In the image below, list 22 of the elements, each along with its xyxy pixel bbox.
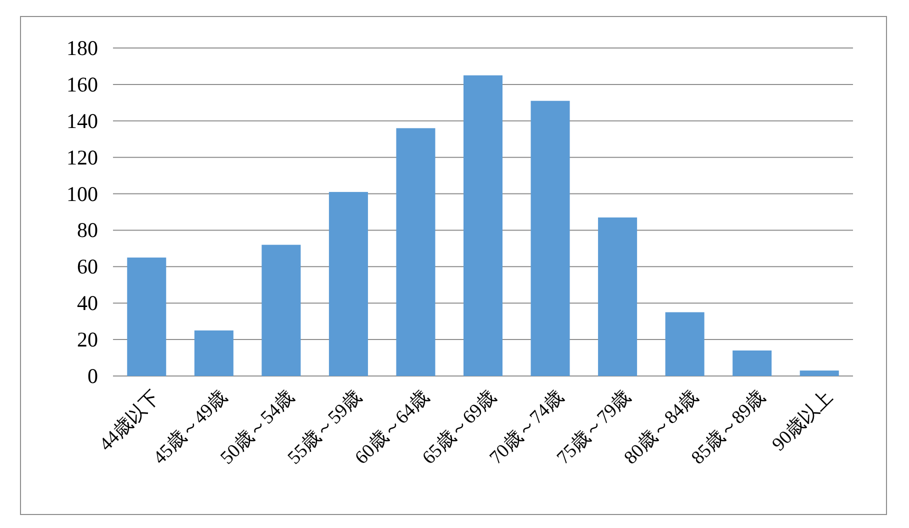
y-tick-label: 40	[77, 291, 98, 316]
bar	[800, 370, 839, 376]
x-tick-label: 90歳以上	[768, 386, 837, 456]
y-tick-label: 20	[77, 328, 98, 352]
y-tick-label: 120	[66, 145, 98, 170]
y-tick-label: 160	[66, 72, 98, 96]
y-tick-label: 80	[77, 218, 98, 242]
bar	[598, 217, 638, 376]
y-tick-label: 60	[77, 254, 98, 279]
bar	[194, 330, 234, 376]
bar	[396, 128, 436, 376]
bar	[328, 192, 368, 376]
y-tick-label: 180	[66, 36, 98, 60]
bar	[665, 312, 704, 376]
y-tick-label: 100	[66, 182, 98, 206]
y-tick-label: 140	[66, 108, 98, 133]
y-tick-label: 0	[88, 364, 98, 388]
bar	[463, 75, 503, 376]
bar	[262, 244, 301, 376]
bar	[127, 258, 166, 376]
bar	[732, 350, 772, 376]
bar	[530, 100, 570, 376]
